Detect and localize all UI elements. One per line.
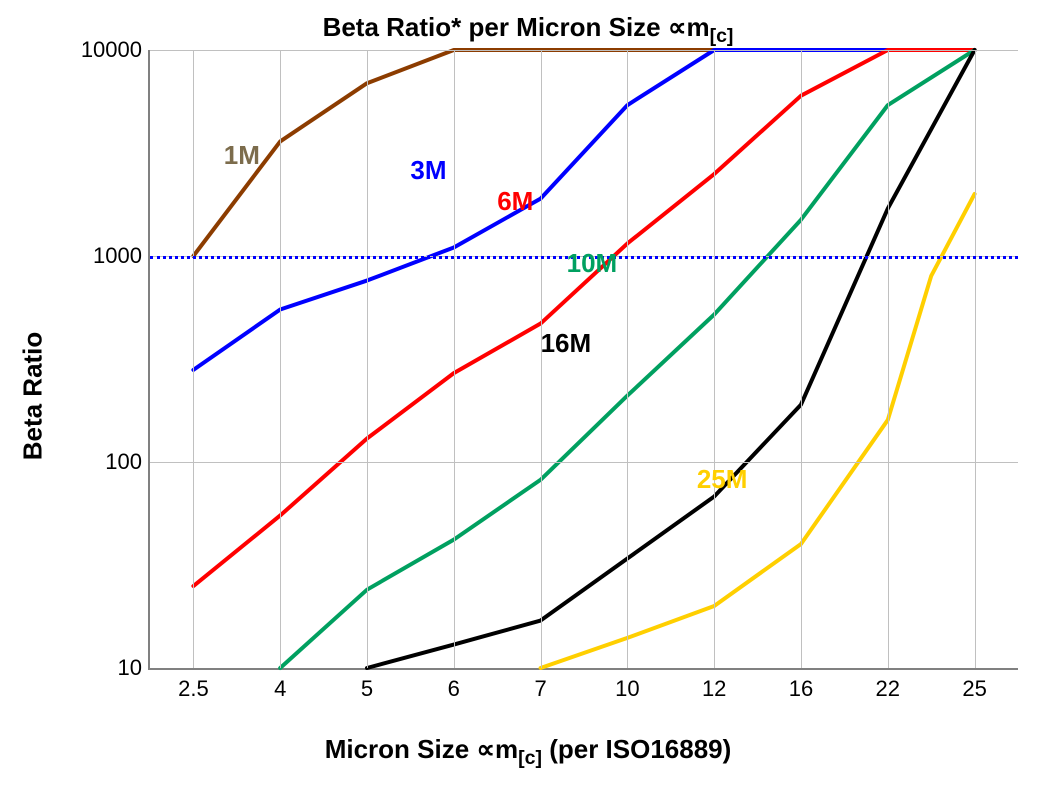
plot-area: 2.545671012162225101001000100001M3M6M10M… — [148, 50, 1018, 670]
series-label-6M: 6M — [497, 186, 533, 217]
x-tick-label: 4 — [274, 668, 286, 702]
gridline-v — [801, 50, 802, 668]
series-line-3M — [193, 50, 974, 370]
x-tick-label: 2.5 — [178, 668, 209, 702]
gridline-v — [454, 50, 455, 668]
chart-title: Beta Ratio* per Micron Size ∝m[c] — [0, 12, 1056, 48]
series-label-3M: 3M — [410, 155, 446, 186]
x-tick-label: 7 — [534, 668, 546, 702]
x-tick-label: 22 — [876, 668, 900, 702]
x-tick-label: 6 — [448, 668, 460, 702]
series-line-16M — [367, 50, 975, 668]
y-tick-label: 100 — [105, 449, 150, 475]
gridline-v — [888, 50, 889, 668]
gridline-v — [714, 50, 715, 668]
y-tick-label: 10000 — [81, 37, 150, 63]
beta-ratio-chart: Beta Ratio* per Micron Size ∝m[c] Beta R… — [0, 0, 1056, 792]
gridline-h — [150, 50, 1018, 51]
chart-title-sub: [c] — [710, 25, 734, 47]
y-tick-label: 1000 — [93, 243, 150, 269]
x-axis-label: Micron Size ∝m[c] (per ISO16889) — [0, 734, 1056, 770]
gridline-v — [627, 50, 628, 668]
x-tick-label: 10 — [615, 668, 639, 702]
gridline-h — [150, 462, 1018, 463]
series-label-25M: 25M — [697, 464, 748, 495]
chart-title-symbol: ∝m — [668, 12, 710, 42]
x-tick-label: 5 — [361, 668, 373, 702]
y-axis-label: Beta Ratio — [17, 332, 48, 461]
series-label-16M: 16M — [541, 328, 592, 359]
x-axis-label-suffix: (per ISO16889) — [542, 734, 731, 764]
chart-title-prefix: Beta Ratio* per Micron Size — [323, 12, 668, 42]
x-tick-label: 25 — [962, 668, 986, 702]
y-tick-label: 10 — [118, 655, 150, 681]
x-tick-label: 16 — [789, 668, 813, 702]
series-label-10M: 10M — [567, 248, 618, 279]
gridline-v — [280, 50, 281, 668]
x-axis-label-symbol: ∝m — [476, 734, 518, 764]
x-tick-label: 12 — [702, 668, 726, 702]
gridline-v — [367, 50, 368, 668]
x-axis-label-sub: [c] — [518, 747, 542, 769]
gridline-v — [975, 50, 976, 668]
gridline-v — [193, 50, 194, 668]
x-axis-label-prefix: Micron Size — [325, 734, 477, 764]
series-label-1M: 1M — [224, 140, 260, 171]
series-line-6M — [193, 50, 974, 586]
